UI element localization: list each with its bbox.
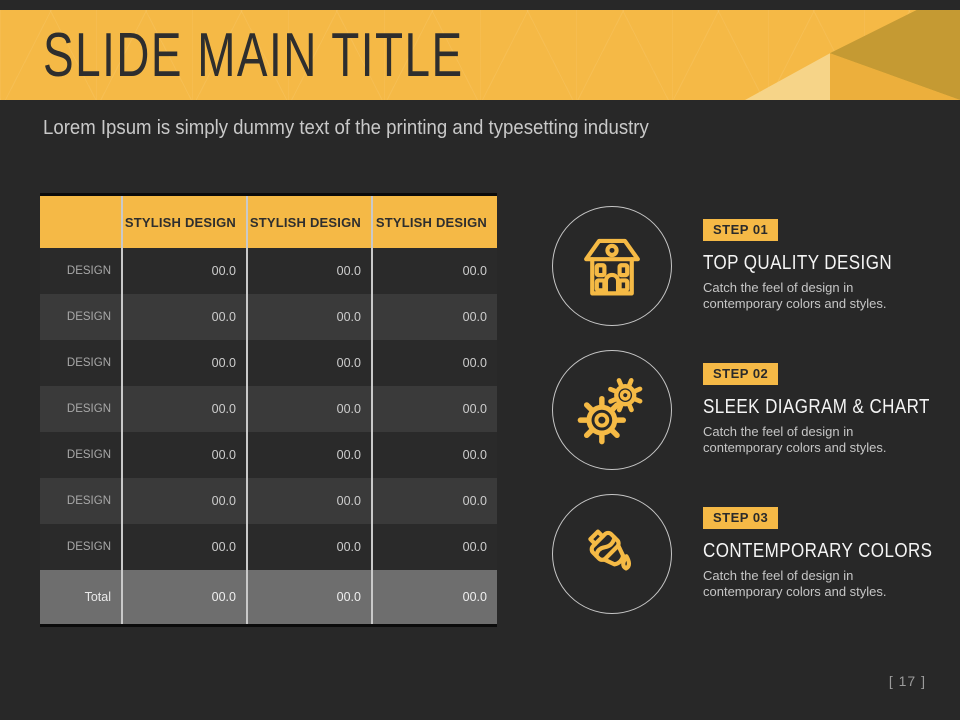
table-cell: 00.0 (246, 524, 372, 570)
row-label: DESIGN (40, 294, 122, 340)
row-label: DESIGN (40, 340, 122, 386)
table-header-cell: STYLISH DESIGN (121, 194, 247, 248)
title-banner: SLIDE MAIN TITLE (0, 10, 960, 100)
table-cell: 00.0 (371, 386, 497, 432)
total-label: Total (40, 570, 122, 626)
table-cell: 00.0 (121, 294, 247, 340)
table-cell: 00.0 (246, 248, 372, 294)
row-label: DESIGN (40, 524, 122, 570)
step-item-3: STEP 03 CONTEMPORARY COLORS Catch the fe… (552, 494, 960, 614)
table-cell: 00.0 (246, 294, 372, 340)
table-cell: 00.0 (121, 248, 247, 294)
step-icon-circle (552, 206, 672, 326)
table-cell: 00.0 (121, 478, 247, 524)
table-row: DESIGN 00.0 00.0 00.0 (40, 294, 497, 340)
total-cell: 00.0 (246, 570, 372, 626)
table-row: DESIGN 00.0 00.0 00.0 (40, 524, 497, 570)
table-row: DESIGN 00.0 00.0 00.0 (40, 340, 497, 386)
gears-icon (573, 371, 651, 449)
table-cell: 00.0 (246, 386, 372, 432)
table-header-cell: STYLISH DESIGN (246, 194, 372, 248)
table-cell: 00.0 (246, 432, 372, 478)
paintbrush-icon (574, 516, 650, 592)
step-text-block: STEP 02 SLEEK DIAGRAM & CHART Catch the … (703, 350, 960, 456)
table-header-row: STYLISH DESIGN STYLISH DESIGN STYLISH DE… (40, 194, 497, 248)
table-cell: 00.0 (121, 386, 247, 432)
table-row: DESIGN 00.0 00.0 00.0 (40, 432, 497, 478)
steps-list: STEP 01 TOP QUALITY DESIGN Catch the fee… (552, 206, 942, 646)
step-icon-circle (552, 494, 672, 614)
step-description: Catch the feel of design in contemporary… (703, 280, 887, 311)
step-badge: STEP 03 (703, 507, 779, 529)
step-badge: STEP 02 (703, 363, 779, 385)
table-row: DESIGN 00.0 00.0 00.0 (40, 248, 497, 294)
table-cell: 00.0 (371, 524, 497, 570)
banner-triangle-light-decor (745, 53, 830, 100)
table-cell: 00.0 (121, 524, 247, 570)
row-label: DESIGN (40, 248, 122, 294)
step-item-2: STEP 02 SLEEK DIAGRAM & CHART Catch the … (552, 350, 960, 470)
table-cell: 00.0 (246, 340, 372, 386)
row-label: DESIGN (40, 432, 122, 478)
step-title: SLEEK DIAGRAM & CHART (703, 396, 930, 418)
table-total-row: Total 00.0 00.0 00.0 (40, 570, 497, 626)
table-cell: 00.0 (121, 432, 247, 478)
step-description: Catch the feel of design in contemporary… (703, 568, 887, 599)
table-header-corner (40, 194, 122, 248)
house-icon (574, 228, 650, 304)
table-cell: 00.0 (371, 248, 497, 294)
table-cell: 00.0 (371, 294, 497, 340)
page-number: [ 17 ] (888, 673, 926, 689)
row-label: DESIGN (40, 478, 122, 524)
slide-subtitle: Lorem Ipsum is simply dummy text of the … (43, 117, 649, 139)
step-icon-circle (552, 350, 672, 470)
table-cell: 00.0 (121, 340, 247, 386)
row-label: DESIGN (40, 386, 122, 432)
step-text-block: STEP 01 TOP QUALITY DESIGN Catch the fee… (703, 206, 925, 312)
total-cell: 00.0 (121, 570, 247, 626)
table-cell: 00.0 (371, 432, 497, 478)
data-table: STYLISH DESIGN STYLISH DESIGN STYLISH DE… (40, 193, 497, 627)
step-title: CONTEMPORARY COLORS (703, 540, 933, 562)
step-title: TOP QUALITY DESIGN (703, 252, 893, 274)
table-row: DESIGN 00.0 00.0 00.0 (40, 386, 497, 432)
table-header-cell: STYLISH DESIGN (371, 194, 497, 248)
step-description: Catch the feel of design in contemporary… (703, 424, 887, 455)
table-row: DESIGN 00.0 00.0 00.0 (40, 478, 497, 524)
table-cell: 00.0 (371, 478, 497, 524)
step-item-1: STEP 01 TOP QUALITY DESIGN Catch the fee… (552, 206, 925, 326)
table-cell: 00.0 (246, 478, 372, 524)
table-cell: 00.0 (371, 340, 497, 386)
step-text-block: STEP 03 CONTEMPORARY COLORS Catch the fe… (703, 494, 960, 600)
step-badge: STEP 01 (703, 219, 779, 241)
total-cell: 00.0 (371, 570, 497, 626)
slide-title: SLIDE MAIN TITLE (43, 21, 464, 90)
